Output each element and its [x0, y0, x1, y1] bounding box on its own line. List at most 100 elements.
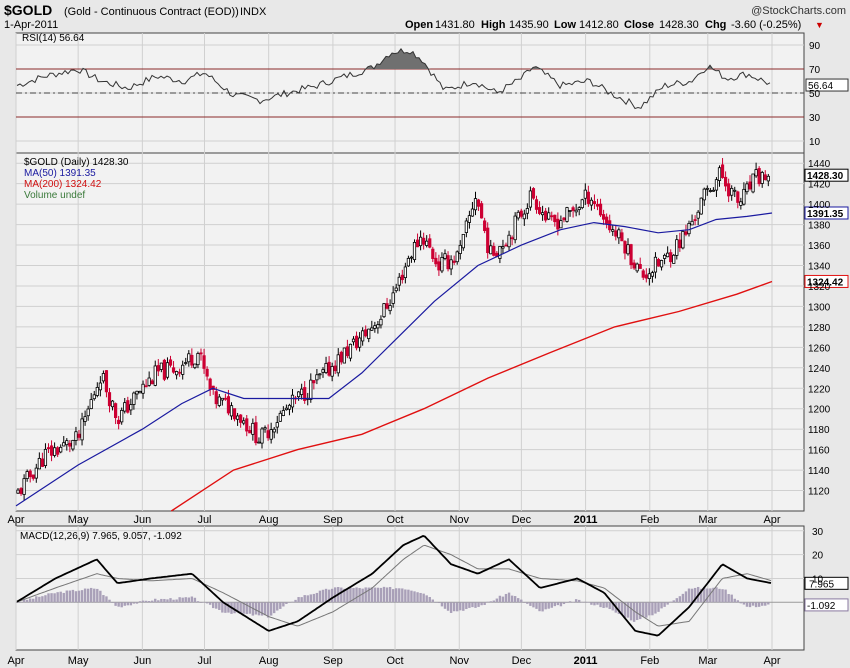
down-candle — [492, 245, 496, 256]
macd-histogram-bar — [724, 589, 727, 603]
up-candle — [733, 189, 737, 192]
down-candle — [562, 217, 566, 221]
x-tick-label: Apr — [7, 514, 24, 526]
macd-histogram-bar — [748, 602, 752, 608]
up-candle — [62, 442, 66, 447]
up-candle — [370, 327, 374, 331]
up-candle — [357, 337, 362, 348]
macd-histogram-bar — [526, 602, 529, 604]
up-candle — [760, 172, 764, 184]
macd-histogram-bar — [556, 602, 560, 606]
up-candle — [348, 343, 353, 359]
down-candle — [534, 199, 539, 210]
down-candle — [49, 445, 54, 456]
down-candle — [669, 252, 673, 263]
macd-histogram-bar — [68, 590, 72, 603]
x-tick-label: Aug — [259, 514, 279, 526]
down-candle — [629, 244, 633, 266]
macd-histogram-bar — [334, 587, 337, 603]
down-candle — [519, 210, 523, 217]
macd-histogram-bar — [642, 602, 645, 618]
x-tick-label: Apr — [763, 655, 780, 667]
rsi-current-label: 56.64 — [808, 81, 833, 92]
down-candle — [150, 380, 154, 385]
up-candle — [705, 187, 709, 190]
macd-histogram-bar — [675, 598, 678, 603]
up-candle — [281, 410, 285, 416]
high-value: 1435.90 — [509, 19, 549, 31]
up-candle — [379, 318, 383, 326]
x-tick-label: Apr — [7, 655, 24, 667]
date: 1-Apr-2011 — [4, 19, 58, 31]
instrument-name: (Gold - Continuous Contract (EOD)) — [64, 6, 239, 18]
up-candle — [260, 428, 264, 444]
macd-histogram-bar — [434, 602, 438, 603]
down-candle — [605, 216, 609, 224]
macd-histogram-bar — [163, 598, 166, 603]
macd-histogram-bar — [672, 600, 675, 603]
macd-histogram-bar — [608, 602, 611, 610]
down-candle — [553, 214, 557, 223]
down-candle — [602, 214, 606, 220]
macd-current-box — [804, 576, 849, 590]
macd-histogram-bar — [370, 587, 373, 603]
open-value: 1431.80 — [435, 19, 475, 31]
up-candle — [391, 292, 395, 304]
macd-histogram-bar — [541, 602, 544, 612]
ma200-legend: MA(200) 1324.42 — [24, 179, 102, 190]
macd-histogram-bar — [468, 602, 471, 608]
up-candle — [141, 383, 145, 394]
up-candle — [71, 439, 75, 450]
macd-histogram-bar — [571, 601, 575, 603]
up-candle — [473, 198, 478, 211]
up-candle — [717, 167, 722, 181]
down-candle — [339, 351, 343, 363]
up-candle — [580, 199, 584, 209]
close-current-label-box — [804, 168, 849, 182]
down-candle — [595, 204, 600, 207]
macd-histogram-bar — [739, 602, 743, 604]
macd-histogram-bar — [718, 588, 721, 603]
macd-histogram-bar — [382, 586, 386, 603]
macd-histogram-bar — [581, 601, 584, 603]
up-candle — [193, 363, 197, 369]
up-candle — [89, 399, 93, 410]
down-candle — [168, 359, 173, 366]
macd-histogram-bar — [56, 592, 59, 603]
x-tick-label: Aug — [259, 655, 279, 667]
macd-histogram-bar — [90, 587, 93, 603]
macd-histogram-bar — [123, 602, 126, 606]
up-candle — [110, 400, 115, 408]
macd-histogram-bar — [632, 602, 636, 622]
macd-histogram-bar — [96, 588, 99, 603]
chg-label: Chg — [705, 19, 726, 31]
macd-histogram-bar — [709, 588, 712, 603]
macd-histogram-bar — [227, 602, 230, 613]
down-candle — [476, 199, 481, 207]
macd-histogram-bar — [452, 602, 456, 612]
up-candle — [565, 207, 569, 222]
up-candle — [242, 420, 246, 424]
macd-histogram-bar — [757, 602, 761, 607]
macd-histogram-bar — [224, 602, 227, 613]
up-candle — [659, 260, 664, 268]
ma200-line — [170, 280, 773, 512]
macd-histogram-bar — [126, 602, 129, 606]
macd-histogram-bar — [312, 593, 316, 603]
macd-histogram-bar — [425, 595, 428, 603]
macd-histogram-bar — [105, 596, 108, 603]
price-tick-label: 1420 — [808, 180, 831, 191]
macd-histogram-bar — [538, 602, 541, 612]
macd-histogram-bar — [120, 602, 123, 608]
x-tick-label: Nov — [449, 655, 469, 667]
macd-histogram-bar — [602, 602, 605, 608]
macd-histogram-bar — [535, 602, 538, 609]
macd-histogram-bar — [321, 589, 325, 603]
macd-current-label: 7.965 — [809, 579, 834, 590]
up-candle — [34, 467, 38, 479]
macd-histogram-bar — [166, 599, 169, 603]
macd-histogram-bar — [154, 598, 157, 603]
macd-histogram-bar — [93, 588, 96, 603]
macd-histogram-bar — [178, 597, 181, 603]
price-tick-label: 1440 — [808, 159, 831, 170]
